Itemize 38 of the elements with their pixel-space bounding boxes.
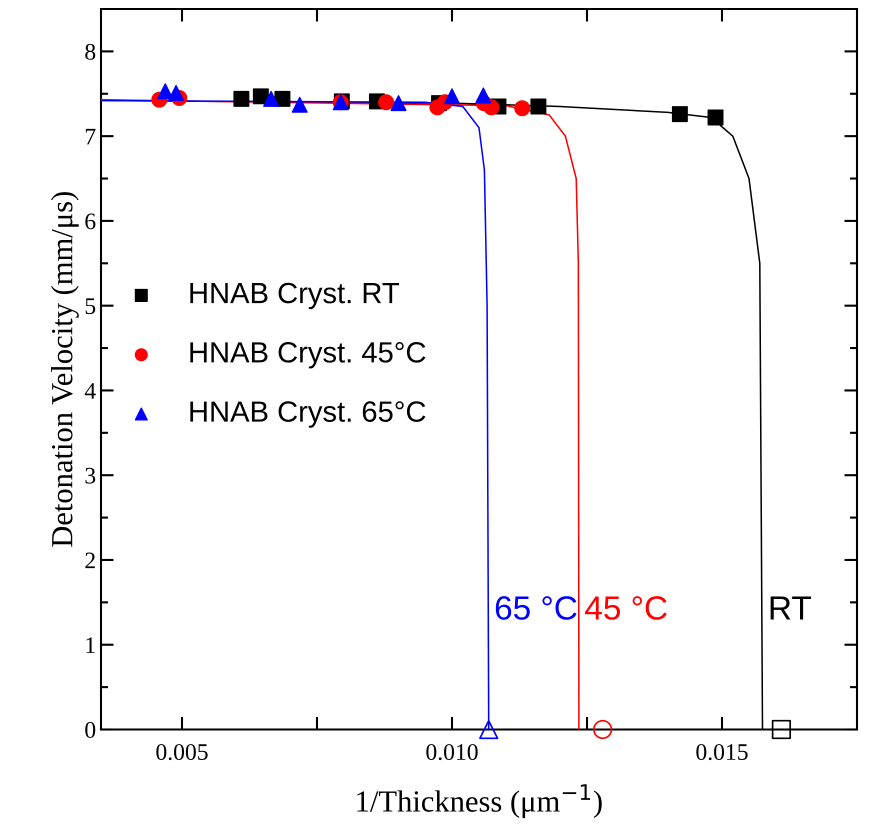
- point: [514, 100, 530, 116]
- point: [263, 90, 280, 107]
- point: [274, 90, 290, 107]
- point: [483, 99, 500, 116]
- y-tick-label: 5: [86, 298, 96, 314]
- y-tick-label: 0: [85, 722, 96, 738]
- point: [233, 90, 250, 107]
- annotation: 45 °C: [585, 596, 667, 620]
- point: [593, 720, 612, 740]
- y-axis-title: Detonation Velocity (mm/μs): [50, 192, 79, 547]
- point: [292, 96, 308, 113]
- point: [479, 720, 498, 740]
- legend-label: HNAB Cryst. 65°C: [190, 401, 426, 428]
- y-tick-label: 3: [85, 468, 96, 484]
- annotation: 65 °C: [496, 596, 577, 620]
- point: [475, 87, 492, 104]
- y-tick-label: 7: [86, 128, 96, 144]
- point: [378, 94, 394, 110]
- point: [530, 98, 546, 114]
- legend-label: HNAB Cryst. RT: [190, 282, 400, 310]
- point: [252, 88, 269, 104]
- point: [168, 84, 184, 101]
- x-tick-label: 0.005: [156, 744, 208, 760]
- legend-label: HNAB Cryst. 45°C: [190, 342, 426, 368]
- x-tick-label: 0.010: [426, 744, 478, 760]
- point: [708, 110, 724, 126]
- point: [390, 95, 407, 112]
- y-tick-label: 8: [85, 44, 96, 60]
- point: [444, 88, 460, 104]
- x-tick-label: 0.015: [696, 744, 748, 760]
- x-axis-title: 1/Thickness (μm$^{−1}$): [357, 784, 602, 818]
- annotation: RT: [770, 596, 811, 620]
- point: [772, 720, 792, 740]
- y-tick-label: 4: [84, 383, 96, 399]
- y-tick-label: 6: [85, 213, 96, 230]
- y-tick-label: 1: [86, 637, 95, 653]
- point: [672, 106, 688, 122]
- y-tick-label: 2: [85, 552, 95, 568]
